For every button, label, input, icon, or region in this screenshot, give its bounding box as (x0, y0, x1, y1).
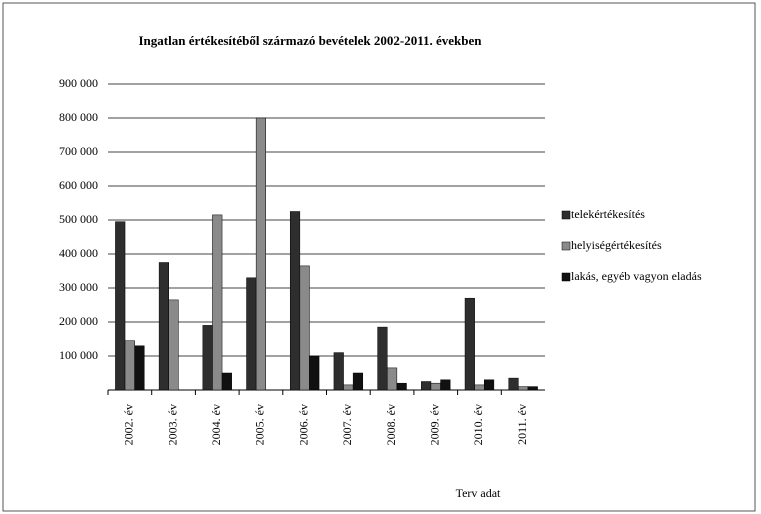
y-tick-label: 600 000 (59, 178, 98, 192)
bar (168, 299, 179, 391)
legend-label: telekértékesítés (571, 207, 645, 221)
y-tick-label: 100 000 (59, 348, 98, 362)
legend-label: lakás, egyéb vagyon eladás (571, 269, 702, 283)
x-axis-label: Terv adat (456, 486, 501, 500)
bar (440, 379, 451, 391)
bar (158, 262, 169, 391)
bar (333, 352, 344, 391)
legend-swatch (561, 272, 571, 282)
legend-label: helyiségértékesítés (571, 238, 662, 252)
x-tick-label: 2007. év (340, 404, 354, 445)
bar (255, 117, 267, 391)
x-tick-label: 2005. év (253, 404, 267, 445)
x-tick-label: 2009. év (428, 404, 442, 445)
legend-swatch (561, 210, 571, 220)
y-tick-label: 500 000 (59, 212, 98, 226)
bar (299, 265, 310, 391)
legend-swatch (561, 241, 571, 251)
x-tick-label: 2004. év (209, 404, 223, 445)
bar (484, 379, 495, 391)
bar (421, 381, 432, 391)
bar (377, 326, 388, 391)
bar (202, 325, 213, 391)
bar (343, 384, 354, 391)
bar (134, 345, 145, 391)
y-tick-label: 900 000 (59, 76, 98, 90)
bar (527, 386, 538, 391)
bar (115, 221, 126, 391)
bar (352, 372, 364, 391)
bar (430, 382, 441, 391)
x-tick-label: 2003. év (165, 404, 179, 445)
bar (221, 372, 232, 391)
x-tick-label: 2011. év (515, 404, 529, 445)
y-tick-label: 400 000 (59, 246, 98, 260)
bar (386, 367, 398, 391)
y-tick-label: 700 000 (59, 144, 98, 158)
bar (124, 340, 135, 391)
bar (309, 355, 320, 391)
y-tick-label: 300 000 (59, 280, 98, 294)
x-tick-label: 2008. év (384, 404, 398, 445)
bar (518, 386, 529, 391)
bar (474, 384, 485, 391)
bar (508, 377, 519, 391)
x-tick-label: 2002. év (122, 404, 136, 445)
x-tick-label: 2006. év (296, 404, 310, 445)
chart-title: Ingatlan értékesítéből származó bevétele… (138, 33, 482, 48)
x-tick-label: 2010. év (471, 404, 485, 445)
y-tick-label: 800 000 (59, 110, 98, 124)
bar (396, 382, 407, 391)
y-tick-label: 200 000 (59, 314, 98, 328)
bar (212, 214, 223, 391)
bar (289, 211, 301, 391)
bar (246, 277, 257, 391)
bar (464, 297, 475, 391)
